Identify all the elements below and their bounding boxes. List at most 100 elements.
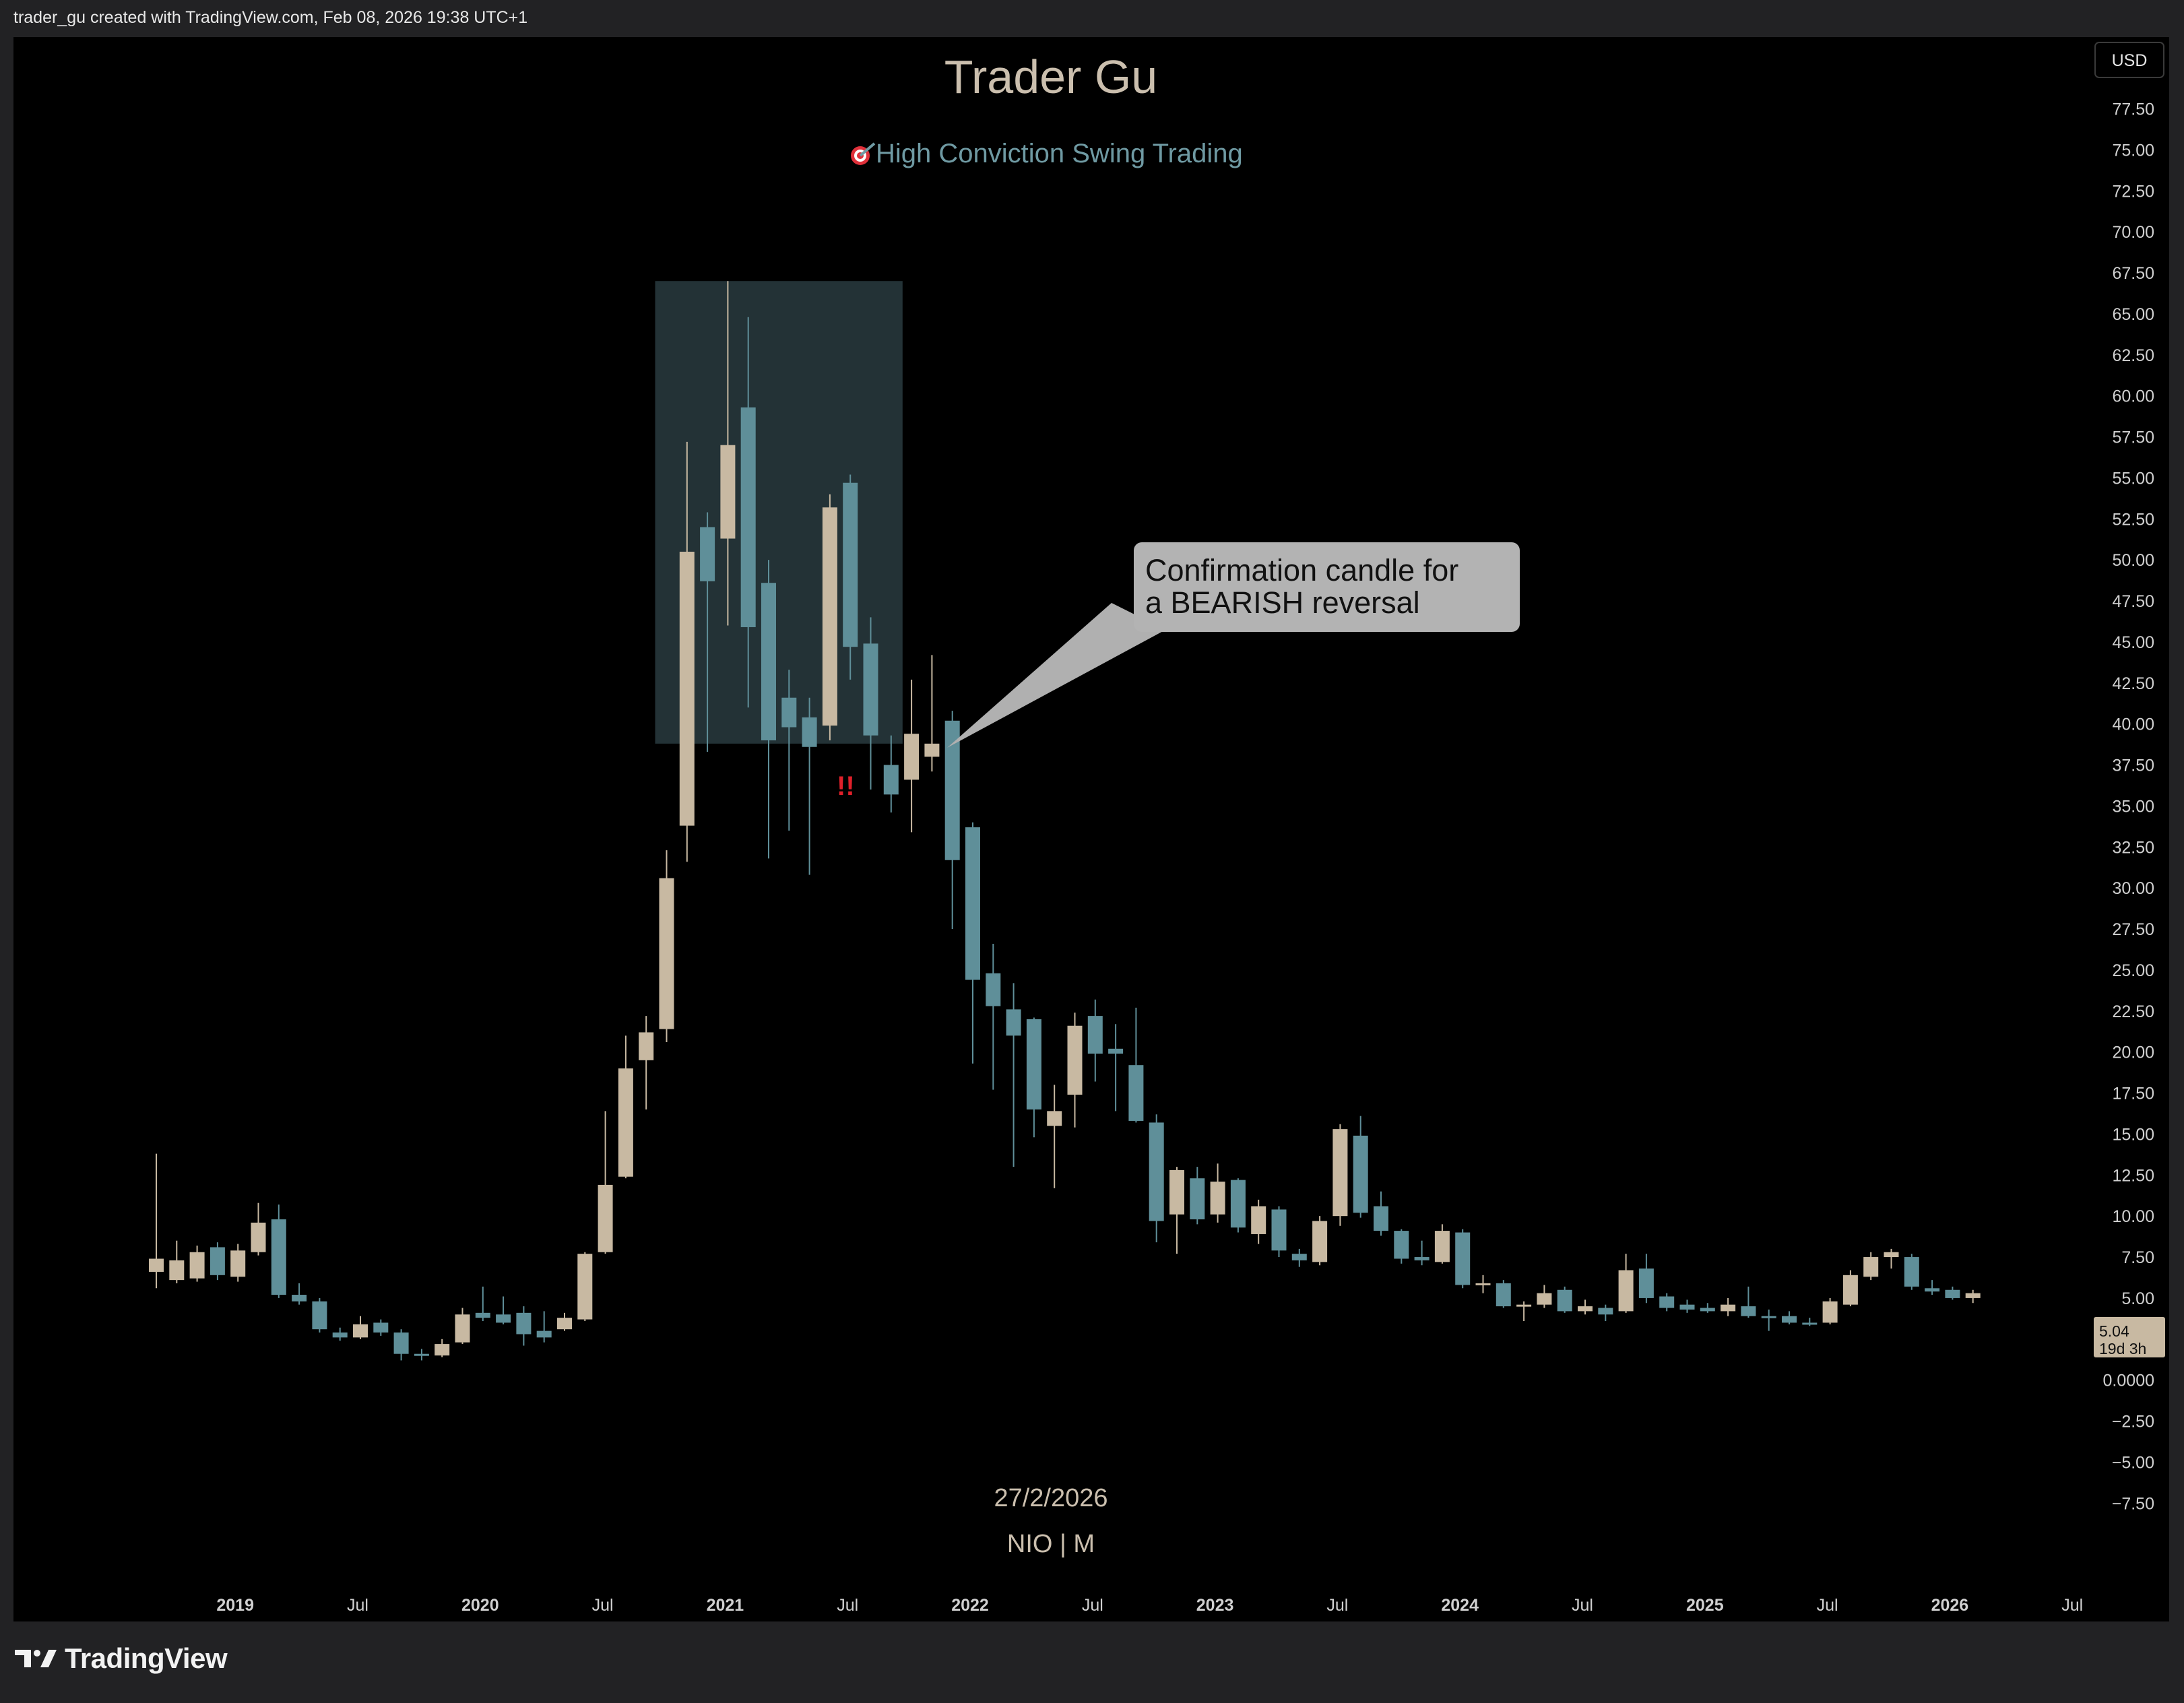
candle-2020-12[interactable]	[700, 512, 715, 752]
candle-2020-03[interactable]	[516, 1306, 532, 1346]
candle-2025-02[interactable]	[1721, 1297, 1736, 1316]
candle-2023-05[interactable]	[1291, 1248, 1307, 1267]
candle-2023-06[interactable]	[1312, 1216, 1328, 1266]
last-price-value: 5.04	[2099, 1322, 2129, 1340]
candle-2020-05[interactable]	[557, 1312, 572, 1331]
candle-2024-03[interactable]	[1496, 1280, 1511, 1308]
candle-2018-09[interactable]	[149, 1153, 164, 1289]
candle-2023-01[interactable]	[1210, 1163, 1225, 1223]
candle-2022-05[interactable]	[1047, 1085, 1062, 1188]
candle-body	[1128, 1065, 1144, 1121]
candle-2024-11[interactable]	[1659, 1293, 1675, 1312]
candle-2019-07[interactable]	[353, 1316, 368, 1339]
candle-2024-06[interactable]	[1557, 1286, 1572, 1313]
candle-2021-12[interactable]	[944, 711, 960, 930]
candle-2019-06[interactable]	[332, 1327, 348, 1341]
candle-2026-02[interactable]	[1965, 1289, 1981, 1304]
candle-2022-12[interactable]	[1190, 1167, 1205, 1225]
candle-2022-07[interactable]	[1087, 999, 1103, 1082]
candle-2024-01[interactable]	[1455, 1229, 1471, 1289]
candle-2024-08[interactable]	[1598, 1304, 1613, 1322]
candle-2025-07[interactable]	[1822, 1297, 1838, 1324]
candle-2021-03[interactable]	[761, 560, 776, 859]
candle-2020-01[interactable]	[475, 1286, 490, 1322]
candle-2019-04[interactable]	[292, 1283, 307, 1305]
candle-2025-08[interactable]	[1842, 1270, 1858, 1307]
candle-2024-04[interactable]	[1516, 1301, 1532, 1322]
candle-2024-09[interactable]	[1618, 1254, 1634, 1313]
candle-2022-03[interactable]	[1006, 983, 1021, 1167]
candle-2022-10[interactable]	[1149, 1114, 1164, 1243]
currency-button[interactable]: USD	[2094, 42, 2164, 78]
chart-svg[interactable]: Trader Gu High Conviction Swing Trading …	[13, 37, 2169, 1621]
candle-2020-08[interactable]	[618, 1035, 633, 1179]
candle-2022-09[interactable]	[1128, 1007, 1144, 1123]
candle-2025-04[interactable]	[1761, 1309, 1776, 1331]
candle-2018-10[interactable]	[169, 1240, 185, 1284]
candle-2020-09[interactable]	[639, 1016, 654, 1110]
candle-2018-11[interactable]	[189, 1246, 205, 1282]
candle-2021-07[interactable]	[843, 474, 858, 680]
candle-2024-12[interactable]	[1679, 1299, 1695, 1313]
candle-2023-11[interactable]	[1414, 1240, 1430, 1266]
candle-2025-01[interactable]	[1700, 1303, 1715, 1313]
candle-2023-09[interactable]	[1374, 1191, 1388, 1236]
candle-2024-02[interactable]	[1475, 1275, 1491, 1293]
highlight-zone[interactable]	[655, 281, 903, 744]
candle-2024-05[interactable]	[1537, 1285, 1552, 1308]
candle-2021-01[interactable]	[720, 281, 736, 626]
tradingview-brand[interactable]: TradingView	[15, 1642, 228, 1675]
candle-2025-05[interactable]	[1782, 1311, 1797, 1324]
candle-2022-11[interactable]	[1169, 1167, 1184, 1254]
candle-2025-09[interactable]	[1863, 1252, 1879, 1281]
candle-2021-02[interactable]	[740, 317, 756, 708]
candle-2021-06[interactable]	[822, 494, 837, 741]
candle-2020-06[interactable]	[577, 1252, 593, 1322]
candle-2025-06[interactable]	[1802, 1318, 1818, 1326]
candle-2019-09[interactable]	[393, 1329, 409, 1361]
candle-2021-10[interactable]	[904, 679, 920, 833]
candle-2023-02[interactable]	[1230, 1178, 1246, 1233]
candle-body	[1312, 1221, 1328, 1262]
candle-2022-01[interactable]	[965, 822, 980, 1064]
candle-2023-08[interactable]	[1353, 1116, 1368, 1218]
candle-2025-10[interactable]	[1884, 1248, 1899, 1269]
candle-2024-10[interactable]	[1638, 1254, 1654, 1304]
candle-2019-05[interactable]	[312, 1297, 327, 1333]
candle-2019-11[interactable]	[435, 1339, 450, 1357]
candle-2019-08[interactable]	[373, 1319, 389, 1336]
candle-2025-12[interactable]	[1925, 1280, 1940, 1295]
candle-2025-03[interactable]	[1741, 1286, 1756, 1318]
candle-2023-04[interactable]	[1271, 1206, 1287, 1258]
candle-2020-07[interactable]	[598, 1111, 613, 1254]
candle-2020-02[interactable]	[496, 1296, 511, 1324]
candle-2020-10[interactable]	[659, 850, 674, 1043]
candle-2023-12[interactable]	[1434, 1224, 1450, 1264]
candle-2021-05[interactable]	[802, 697, 817, 875]
candle-2022-04[interactable]	[1026, 1017, 1041, 1138]
candle-2026-01[interactable]	[1945, 1286, 1960, 1300]
candle-2023-10[interactable]	[1394, 1229, 1409, 1264]
candle-2025-11[interactable]	[1904, 1254, 1919, 1290]
candle-2020-11[interactable]	[679, 441, 695, 862]
annotation-callout[interactable]: Confirmation candle for a BEARISH revers…	[947, 542, 1520, 748]
candle-2019-02[interactable]	[251, 1202, 266, 1256]
candle-2022-06[interactable]	[1067, 1013, 1083, 1128]
candle-2023-07[interactable]	[1332, 1124, 1348, 1226]
candle-2021-09[interactable]	[883, 735, 899, 813]
candle-2019-01[interactable]	[230, 1244, 246, 1282]
chart-area[interactable]: Trader Gu High Conviction Swing Trading …	[13, 37, 2169, 1621]
candle-2018-12[interactable]	[210, 1242, 225, 1281]
candle-2021-04[interactable]	[781, 670, 797, 831]
candle-2021-11[interactable]	[924, 655, 940, 772]
candle-2019-12[interactable]	[455, 1308, 470, 1345]
candle-2020-04[interactable]	[536, 1311, 552, 1343]
candle-2021-08[interactable]	[863, 617, 878, 790]
candle-2019-03[interactable]	[271, 1204, 286, 1298]
candle-2022-08[interactable]	[1108, 1024, 1124, 1112]
candle-2023-03[interactable]	[1251, 1199, 1266, 1244]
candle-body	[1965, 1293, 1981, 1298]
candle-2019-10[interactable]	[414, 1349, 429, 1361]
candle-2022-02[interactable]	[986, 943, 1001, 1090]
candle-2024-07[interactable]	[1578, 1299, 1593, 1315]
